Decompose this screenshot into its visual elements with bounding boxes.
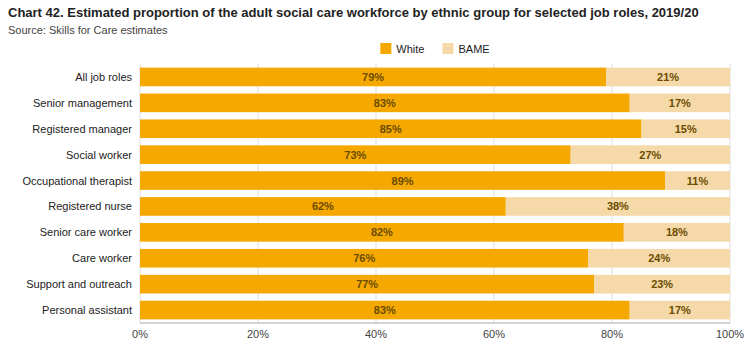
bar (588, 249, 730, 268)
y-tick-label: Social worker (66, 149, 132, 161)
bar (140, 275, 594, 294)
legend-item: BAME (442, 43, 489, 55)
bar (665, 171, 730, 190)
x-tick-label: 100% (716, 328, 744, 340)
data-label: 76% (353, 252, 375, 264)
bar (630, 94, 730, 113)
data-label: 15% (675, 123, 697, 135)
title: Chart 42. Estimated proportion of the ad… (8, 5, 699, 20)
x-tick-label: 40% (365, 328, 387, 340)
bar (140, 145, 571, 164)
legend-swatch (442, 43, 453, 54)
data-label: 89% (392, 175, 414, 187)
x-tick-label: 60% (483, 328, 505, 340)
legend: White BAME (380, 43, 489, 55)
data-label: 82% (371, 226, 393, 238)
data-labels: 79% 21% 83% 17% 85% 15% 73% 27% 89% 11% 62% 38% 82% 1… (312, 71, 709, 316)
source: Source: Skills for Care estimates (8, 24, 168, 36)
bar (140, 301, 630, 320)
bar (140, 119, 642, 138)
data-label: 17% (669, 304, 691, 316)
data-label: 77% (356, 278, 378, 290)
bar (140, 197, 506, 216)
data-label: 73% (344, 149, 366, 161)
data-label: 83% (374, 304, 396, 316)
data-label: 83% (374, 97, 396, 109)
bar (140, 94, 630, 113)
x-axis: 0% 20% 40% 60% 80% 100% (132, 323, 744, 340)
bar (140, 249, 588, 268)
y-tick-label: Support and outreach (26, 278, 132, 290)
legend-swatch (380, 43, 391, 54)
data-label: 21% (657, 71, 679, 83)
bar (594, 275, 730, 294)
bars (140, 68, 730, 320)
title-line: Chart 42. Estimated proportion of the ad… (8, 5, 699, 20)
legend-label: White (396, 43, 424, 55)
data-label: 17% (669, 97, 691, 109)
y-tick-label: All job roles (75, 71, 132, 83)
data-label: 24% (648, 252, 670, 264)
data-label: 23% (651, 278, 673, 290)
data-label: 79% (362, 71, 384, 83)
y-tick-label: Senior care worker (40, 226, 133, 238)
data-label: 18% (666, 226, 688, 238)
bar (140, 223, 624, 242)
chart: Chart 42. Estimated proportion of the ad… (0, 0, 750, 349)
data-label: 85% (380, 123, 402, 135)
bar (624, 223, 730, 242)
x-tick-label: 20% (247, 328, 269, 340)
bar (506, 197, 730, 216)
legend-item: White (380, 43, 424, 55)
y-tick-label: Personal assistant (42, 304, 132, 316)
bar (140, 171, 665, 190)
bar (630, 301, 730, 320)
bar (571, 145, 730, 164)
legend-label: BAME (458, 43, 489, 55)
y-tick-label: Care worker (72, 252, 132, 264)
bar (140, 68, 606, 87)
x-axis-line (140, 323, 730, 324)
data-label: 11% (687, 175, 709, 187)
y-tick-label: Registered manager (32, 123, 132, 135)
bar (642, 119, 731, 138)
y-tick-label: Senior management (33, 97, 132, 109)
bar (606, 68, 730, 87)
x-tick-label: 0% (132, 328, 148, 340)
y-tick-label: Occupational therapist (23, 175, 132, 187)
data-label: 62% (312, 200, 334, 212)
data-label: 38% (607, 200, 629, 212)
data-label: 27% (639, 149, 661, 161)
y-tick-label: Registered nurse (48, 200, 132, 212)
x-tick-label: 80% (601, 328, 623, 340)
grid (140, 64, 730, 323)
